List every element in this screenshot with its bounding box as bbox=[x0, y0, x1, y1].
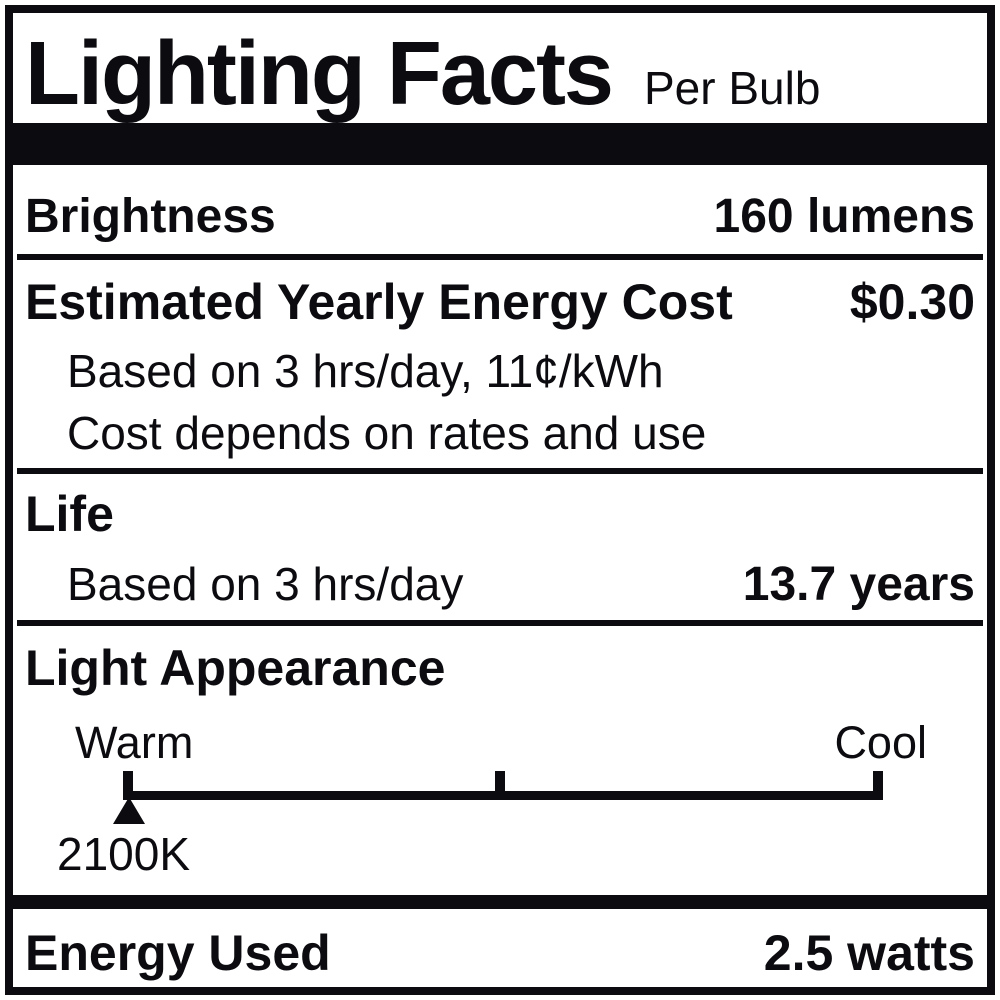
temperature-scale bbox=[13, 771, 987, 829]
brightness-row: Brightness 160 lumens bbox=[13, 189, 987, 244]
section-divider bbox=[17, 620, 983, 627]
scale-tick-cool bbox=[873, 771, 883, 801]
header-separator-bar bbox=[13, 123, 987, 165]
scale-tick-middle bbox=[495, 771, 505, 801]
energy-used-label: Energy Used bbox=[25, 925, 331, 982]
section-divider bbox=[17, 467, 983, 474]
life-heading: Life bbox=[25, 485, 114, 542]
warm-label: Warm bbox=[75, 716, 194, 768]
life-basis-label: Based on 3 hrs/day bbox=[67, 558, 464, 611]
life-row: Based on 3 hrs/day 13.7 years bbox=[13, 557, 987, 612]
section-divider bbox=[17, 254, 983, 261]
brightness-value: 160 lumens bbox=[713, 190, 975, 243]
footer-separator-bar bbox=[13, 895, 987, 910]
lighting-facts-label: Lighting Facts Per Bulb Brightness 160 l… bbox=[5, 5, 995, 995]
energy-cost-label: Estimated Yearly Energy Cost bbox=[25, 274, 733, 331]
energy-used-value: 2.5 watts bbox=[763, 925, 975, 982]
temperature-marker-icon bbox=[113, 797, 145, 825]
energy-cost-basis-note: Based on 3 hrs/day, 11¢/kWh bbox=[67, 344, 664, 397]
brightness-label: Brightness bbox=[25, 190, 276, 243]
warm-cool-row: Warm Cool bbox=[13, 718, 987, 768]
label-title: Lighting Facts bbox=[25, 24, 614, 124]
energy-cost-rates-note: Cost depends on rates and use bbox=[67, 406, 707, 459]
energy-cost-row: Estimated Yearly Energy Cost $0.30 bbox=[13, 274, 987, 332]
light-appearance-heading: Light Appearance bbox=[25, 640, 446, 697]
label-header: Lighting Facts Per Bulb bbox=[13, 13, 987, 123]
temperature-value: 2100K bbox=[57, 828, 191, 881]
scale-line bbox=[123, 791, 883, 801]
life-value: 13.7 years bbox=[742, 558, 975, 612]
energy-used-row: Energy Used 2.5 watts bbox=[13, 925, 987, 983]
per-bulb-subtitle: Per Bulb bbox=[643, 62, 821, 114]
scale-tick-warm bbox=[123, 771, 133, 801]
cool-label: Cool bbox=[834, 716, 927, 768]
energy-cost-value: $0.30 bbox=[849, 274, 975, 331]
